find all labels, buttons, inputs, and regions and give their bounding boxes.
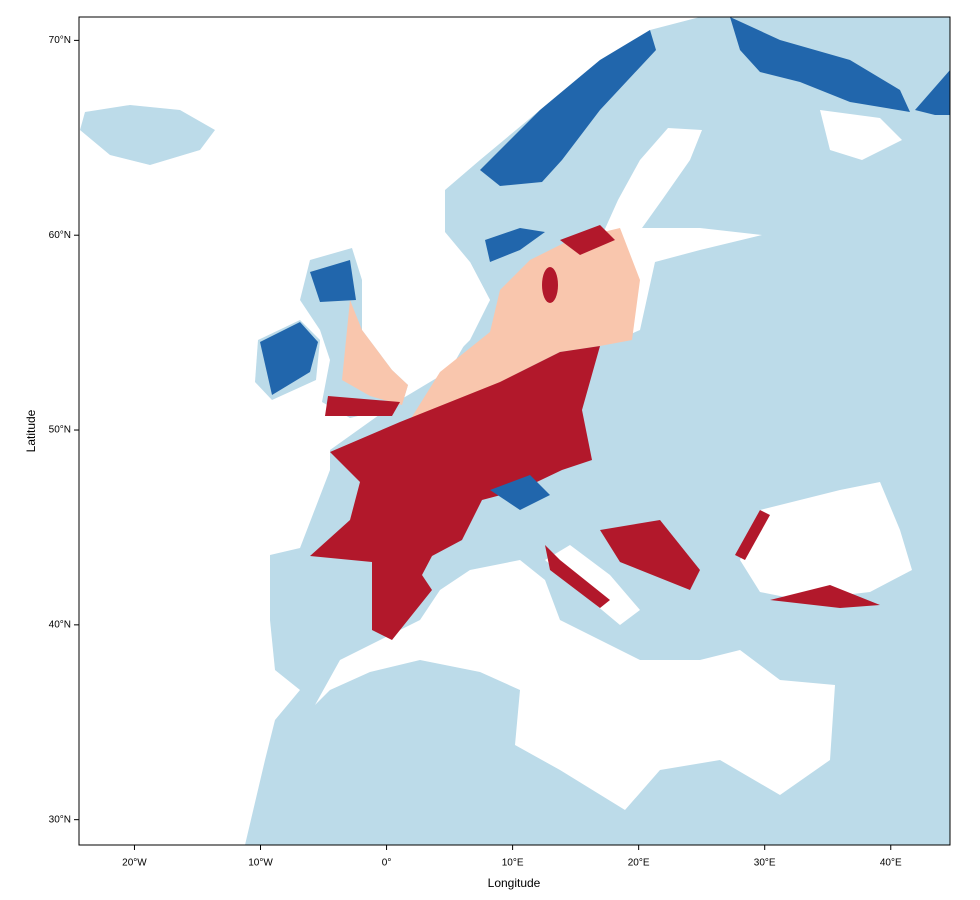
map [79,17,950,845]
y-tick-label: 50°N [49,425,71,436]
white-sea [820,110,902,160]
region-dark-norway-south [485,228,545,262]
x-tick-label: 10°W [248,858,273,869]
region-red-turkey [770,585,880,608]
north-sea [410,262,490,380]
region-peach [410,228,640,420]
region-dark-scandinavia [480,30,656,186]
region-dark-alps [490,475,550,510]
region-dark-scotland [310,260,356,302]
region-peach-uk [342,300,408,405]
x-tick-label: 10°E [502,858,524,869]
y-tick-label: 70°N [49,35,71,46]
region-dark-ireland [260,322,318,395]
region-red-baltic [560,225,615,255]
black-sea [740,482,912,600]
adriatic-sea [545,545,640,625]
region-red-uk [325,396,400,416]
region-red-italy [545,545,610,608]
iceland [80,105,215,165]
region-red-crimea [735,510,770,560]
mediterranean-sea [315,560,835,810]
region-dark-russia [730,17,910,112]
x-axis-title: Longitude [488,876,541,890]
y-axis-title: Latitude [24,409,38,452]
region-red [310,346,600,640]
region-red-balkans [600,520,700,590]
y-tick-label: 40°N [49,619,71,630]
y-tick-label: 30°N [49,814,71,825]
x-tick-label: 0° [382,858,392,869]
y-tick-label: 60°N [49,230,71,241]
x-tick-label: 20°W [122,858,147,869]
x-tick-label: 30°E [754,858,776,869]
x-tick-label: 40°E [880,858,902,869]
region-red-lake [542,267,558,303]
x-tick-label: 20°E [628,858,650,869]
plot-frame [78,16,951,846]
region-dark-kola [915,70,950,115]
